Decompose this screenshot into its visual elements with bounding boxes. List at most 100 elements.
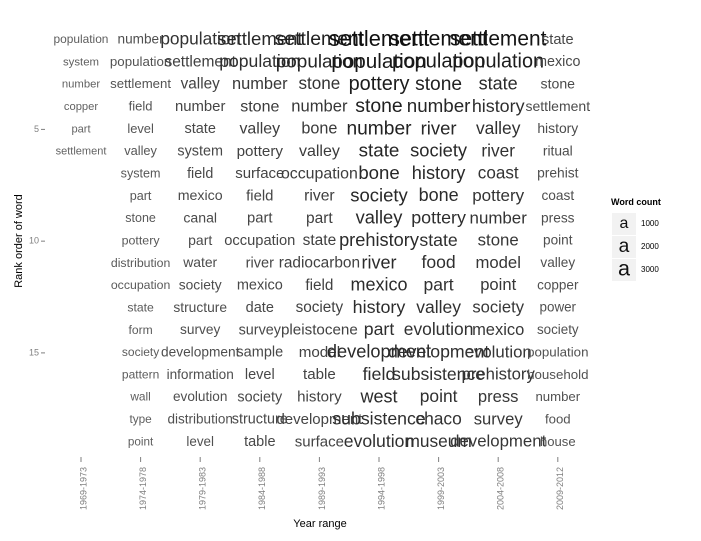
y-axis-title: Rank order of word xyxy=(13,194,25,288)
word-label: part xyxy=(247,211,273,227)
word-label: evolution xyxy=(404,319,474,339)
word-label: mexico xyxy=(350,275,407,295)
word-label: history xyxy=(353,297,406,317)
word-label: pottery xyxy=(349,73,410,95)
word-label: survey xyxy=(239,322,282,338)
word-label: history xyxy=(412,163,466,183)
legend-label: 2000 xyxy=(641,242,659,251)
word-label: point xyxy=(128,435,154,448)
word-label: river xyxy=(362,252,397,272)
word-label: society xyxy=(537,322,579,337)
word-label: type xyxy=(129,412,152,426)
word-label: part xyxy=(188,232,212,248)
word-label: surface xyxy=(295,433,344,450)
word-label: house xyxy=(540,434,576,449)
word-label: point xyxy=(543,233,573,248)
word-label: information xyxy=(167,367,234,382)
word-label: level xyxy=(127,121,154,136)
word-label: pattern xyxy=(122,367,159,381)
x-tick-label: 1999-2003 xyxy=(436,467,446,510)
word-label: part xyxy=(130,189,152,203)
x-tick-label: 1974-1978 xyxy=(138,467,148,510)
word-label: development xyxy=(327,342,431,362)
legend-label: 1000 xyxy=(641,219,659,228)
word-label: population xyxy=(276,51,363,72)
word-label: valley xyxy=(476,118,521,138)
legend-key-background xyxy=(612,259,636,281)
word-label: society xyxy=(296,299,344,316)
word-label: stone xyxy=(298,74,340,93)
word-label: bone xyxy=(301,120,337,138)
word-label: settlement xyxy=(217,28,302,49)
word-label: chaco xyxy=(415,409,461,429)
word-label: table xyxy=(244,434,275,450)
word-label: society xyxy=(410,140,468,161)
word-label: state xyxy=(479,73,518,93)
word-label: part xyxy=(424,274,454,294)
word-label: west xyxy=(359,386,397,406)
word-label: press xyxy=(478,387,519,406)
word-label: population xyxy=(527,344,588,359)
word-label: number xyxy=(175,99,226,115)
word-label: number xyxy=(118,32,165,47)
word-label: state xyxy=(419,230,458,250)
word-label: food xyxy=(545,411,571,426)
word-label: distribution xyxy=(168,412,233,427)
word-label: prehist xyxy=(537,166,579,181)
y-axis: 5 10 15 xyxy=(29,124,45,357)
word-label: table xyxy=(303,366,336,383)
word-label: valley xyxy=(181,76,220,93)
legend-key-background xyxy=(612,213,636,235)
word-label: bone xyxy=(358,162,399,183)
word-label: valley xyxy=(356,207,404,228)
word-label: level xyxy=(186,434,214,449)
word-label: food xyxy=(421,252,455,272)
word-label: valley xyxy=(299,143,340,160)
word-label: field xyxy=(246,188,273,204)
word-label: subsistence xyxy=(332,409,426,429)
legend-glyph: a xyxy=(618,256,631,281)
word-label: history xyxy=(537,120,578,136)
word-label: radiocarbon xyxy=(279,255,360,272)
legend-glyph: a xyxy=(620,215,629,232)
word-label: system xyxy=(121,166,161,180)
y-tick-label: 10 xyxy=(29,236,39,246)
word-label: valley xyxy=(239,121,280,138)
word-label: model xyxy=(475,253,520,272)
x-tick-label: 1994-1998 xyxy=(376,467,386,510)
word-label: occupation xyxy=(281,165,358,182)
word-label: distribution xyxy=(111,256,171,270)
word-label: evolution xyxy=(465,342,532,361)
word-label: mexico xyxy=(472,321,524,339)
word-label: population xyxy=(452,51,544,73)
word-label: stone xyxy=(541,75,576,91)
word-label: press xyxy=(541,210,575,225)
word-label: settlement xyxy=(275,28,365,50)
word-label: ritual xyxy=(543,143,573,158)
x-axis-title: Year range xyxy=(293,518,346,530)
word-label: mexico xyxy=(178,188,223,204)
word-label: history xyxy=(472,96,525,116)
legend-key-background xyxy=(612,236,636,258)
word-label: occupation xyxy=(224,233,295,249)
word-label: number xyxy=(232,75,288,93)
word-label: date xyxy=(246,300,274,316)
word-label: history xyxy=(297,389,342,406)
word-label: number xyxy=(470,208,528,227)
word-label: copper xyxy=(537,277,579,292)
word-label: model xyxy=(299,344,340,361)
word-label: occupation xyxy=(111,278,171,292)
word-label: settlement xyxy=(450,28,547,51)
x-tick-label: 1984-1988 xyxy=(257,467,267,510)
x-tick-label: 1989-1993 xyxy=(317,467,327,510)
word-label: number xyxy=(291,96,348,115)
word-label: coast xyxy=(478,164,519,183)
word-label: museum xyxy=(405,431,471,451)
legend-title: Word count xyxy=(611,197,661,207)
word-label: field xyxy=(305,277,333,294)
word-label: population xyxy=(219,51,300,71)
word-label: population xyxy=(392,51,485,73)
word-label: population xyxy=(110,54,171,69)
word-label: population xyxy=(331,50,426,73)
